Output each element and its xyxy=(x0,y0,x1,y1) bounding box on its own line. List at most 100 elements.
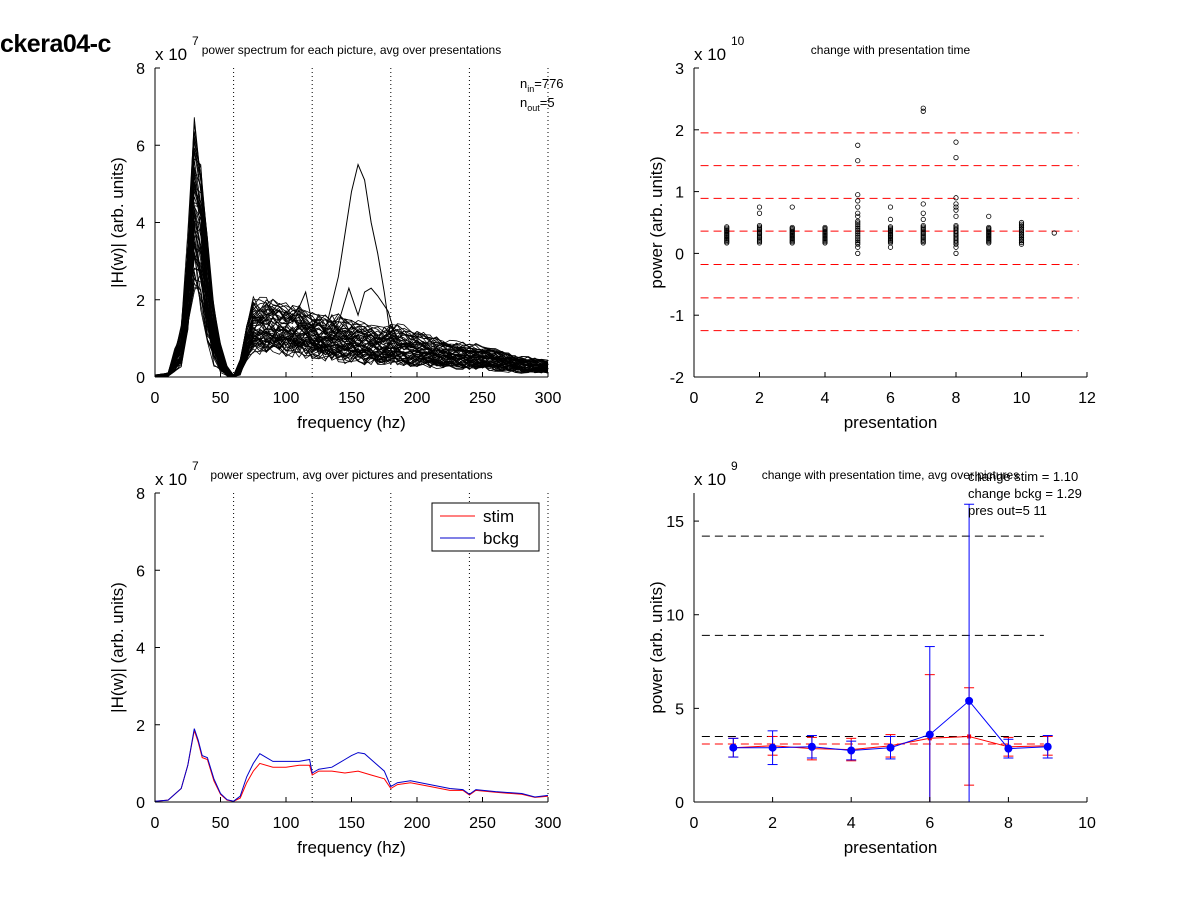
tl-y-axis-label: |H(w)| (arb. units) xyxy=(108,157,127,288)
tr-outlier-point xyxy=(953,155,959,161)
tr-outlier-point xyxy=(855,250,861,256)
tr-outlier-point xyxy=(920,216,926,223)
tr-point xyxy=(1018,228,1025,234)
tl-exponent-power: 7 xyxy=(192,34,199,48)
chart-bl: stim bckg 0 50 100 150 200 250 300 0 2 4 6 8 frequency… xyxy=(108,459,561,857)
tl-y-tick-label: 4 xyxy=(136,216,145,233)
tr-outlier-point xyxy=(920,201,926,207)
br-point-bckg xyxy=(768,743,777,752)
tr-outlier-point xyxy=(756,210,763,216)
bl-title: power spectrum, avg over pictures and pr… xyxy=(210,468,492,482)
bl-series-bckg xyxy=(154,728,549,802)
br-x-tick-label: 8 xyxy=(1004,815,1013,832)
bl-legend-label-bckg: bckg xyxy=(483,529,519,548)
br-point-bckg xyxy=(729,743,738,752)
tr-point xyxy=(953,225,959,232)
tl-trace xyxy=(154,190,549,377)
br-exponent-power: 9 xyxy=(731,459,738,473)
br-point-bckg xyxy=(1004,744,1013,753)
tr-outlier-point xyxy=(986,213,992,219)
bl-y-tick-label: 8 xyxy=(136,486,145,503)
bl-x-tick-label: 150 xyxy=(338,815,365,832)
tr-outlier-point xyxy=(887,204,894,210)
tr-outlier-point xyxy=(953,213,959,219)
br-y-tick-label: 0 xyxy=(675,795,684,812)
tr-point xyxy=(855,232,861,238)
br-point-bckg xyxy=(807,742,816,751)
figure-title: ckera04-c xyxy=(0,30,111,58)
tl-x-tick-label: 300 xyxy=(535,390,562,407)
bl-x-tick-label: 200 xyxy=(404,815,431,832)
tr-outlier-point xyxy=(953,204,959,210)
tl-y-tick-label: 8 xyxy=(136,61,145,78)
bl-legend: stim bckg xyxy=(431,502,540,552)
tr-outlier-point xyxy=(756,204,763,210)
tl-x-tick-label: 100 xyxy=(273,390,300,407)
bl-x-tick-label: 300 xyxy=(535,815,562,832)
tr-x-tick-label: 10 xyxy=(1013,390,1031,407)
tr-point xyxy=(855,218,861,224)
tr-point xyxy=(1018,231,1025,237)
tr-point xyxy=(855,223,861,230)
bl-y-axis-label: |H(w)| (arb. units) xyxy=(108,582,127,713)
tr-outlier-point xyxy=(855,213,861,219)
tr-point xyxy=(1018,233,1025,239)
tr-y-tick-label: 3 xyxy=(675,61,684,78)
tr-point xyxy=(986,224,992,231)
tr-outlier-point xyxy=(855,204,861,210)
br-point-bckg xyxy=(925,730,934,739)
br-x-axis-label: presentation xyxy=(844,838,938,857)
tr-outlier-point xyxy=(920,105,926,111)
tl-annotation-n-out: nout=5 xyxy=(520,95,555,113)
tr-outlier-point xyxy=(920,210,926,216)
tr-outlier-point xyxy=(855,210,861,216)
tr-point xyxy=(1018,219,1025,226)
bl-legend-label-stim: stim xyxy=(483,507,514,526)
tl-x-tick-label: 150 xyxy=(338,390,365,407)
br-y-tick-label: 10 xyxy=(666,608,684,625)
tr-x-tick-label: 12 xyxy=(1078,390,1096,407)
tr-y-tick-label: 0 xyxy=(675,246,684,263)
tr-point xyxy=(822,224,828,231)
tr-point xyxy=(1018,223,1025,229)
tl-x-tick-label: 200 xyxy=(404,390,431,407)
br-y-tick-label: 15 xyxy=(666,514,684,531)
bl-y-tick-label: 4 xyxy=(136,641,145,658)
tr-x-tick-label: 4 xyxy=(821,390,830,407)
tr-point xyxy=(1018,224,1025,231)
tr-outlier-point xyxy=(920,108,926,114)
tr-point xyxy=(887,224,894,230)
tr-point xyxy=(855,229,861,235)
tl-y-tick-label: 6 xyxy=(136,138,145,155)
tr-point xyxy=(855,227,861,233)
tr-y-tick-label: -2 xyxy=(670,370,684,387)
tr-outlier-point xyxy=(855,192,861,198)
tr-point xyxy=(1018,234,1025,241)
tr-point xyxy=(855,239,861,245)
bl-y-tick-label: 6 xyxy=(136,563,145,580)
tl-y-tick-label: 0 xyxy=(136,370,145,387)
tr-outlier-point xyxy=(855,198,861,204)
bl-exponent-base: x 10 xyxy=(155,470,187,489)
tl-exponent-base: x 10 xyxy=(155,45,187,64)
tr-outlier-point xyxy=(887,244,894,250)
tr-point xyxy=(855,238,861,244)
tr-y-tick-label: -1 xyxy=(670,308,684,325)
br-point-bckg xyxy=(965,696,974,705)
tl-x-tick-label: 0 xyxy=(151,390,160,407)
br-x-tick-label: 2 xyxy=(768,815,777,832)
br-exponent-base: x 10 xyxy=(694,470,726,489)
tr-outlier-point xyxy=(887,216,894,223)
tr-x-axis-label: presentation xyxy=(844,413,938,432)
tl-annotation-n-in: nin=776 xyxy=(520,76,564,94)
tr-point xyxy=(1051,230,1057,236)
tr-exponent-power: 10 xyxy=(731,34,745,48)
br-point-bckg xyxy=(847,746,856,755)
bl-y-tick-label: 2 xyxy=(136,718,145,735)
tr-point xyxy=(1018,238,1025,244)
bl-x-tick-label: 0 xyxy=(151,815,160,832)
tr-point xyxy=(855,225,861,231)
